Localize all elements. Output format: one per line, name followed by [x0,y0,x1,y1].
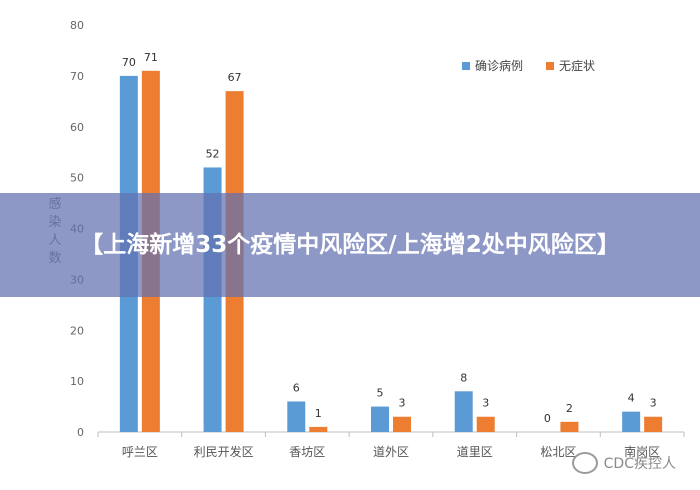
wechat-icon [571,452,598,474]
bar-香坊区-确诊病例 [287,401,306,432]
y-tick-label-10: 10 [70,375,84,388]
watermark-text: CDC疾控人 [603,456,676,472]
legend-label-确诊病例: 确诊病例 [475,58,523,73]
y-tick-label-70: 70 [70,70,84,83]
bar-道里区-无症状 [476,416,495,432]
x-tick-label-道外区: 道外区 [373,445,409,459]
data-label-道外区-无症状: 3 [399,397,406,410]
bar-南岗区-确诊病例 [622,411,641,432]
y-tick-label-80: 80 [70,19,84,32]
legend-swatch-无症状 [546,62,554,70]
data-label-道里区-无症状: 3 [482,397,489,410]
bar-南岗区-无症状 [644,416,663,432]
x-tick-label-道里区: 道里区 [457,445,493,459]
headline-text: 【上海新增33个疫情中风险区/上海增2处中风险区】 [80,232,620,258]
x-tick-label-利民开发区: 利民开发区 [194,444,254,459]
data-label-松北区-无症状: 2 [566,402,573,415]
data-label-道里区-确诊病例: 8 [460,371,467,384]
x-tick-label-南岗区: 南岗区 [624,444,660,459]
bar-道外区-确诊病例 [371,406,389,432]
y-tick-label-50: 50 [70,172,84,185]
bar-道外区-无症状 [393,416,411,432]
data-label-利民开发区-无症状: 67 [228,71,242,84]
data-label-南岗区-确诊病例: 4 [628,392,635,405]
bar-松北区-无症状 [560,421,579,432]
data-label-松北区-确诊病例: 0 [544,412,551,425]
data-label-香坊区-无症状: 1 [315,407,322,420]
data-label-呼兰区-无症状: 71 [144,51,158,64]
data-label-利民开发区-确诊病例: 52 [206,147,220,160]
bar-香坊区-无症状 [309,426,328,432]
x-tick-label-香坊区: 香坊区 [289,444,325,459]
x-tick-label-呼兰区: 呼兰区 [122,445,158,459]
data-label-道外区-确诊病例: 5 [377,387,384,400]
y-tick-label-0: 0 [77,426,84,439]
y-tick-label-60: 60 [70,121,84,134]
x-tick-label-松北区: 松北区 [540,445,576,459]
data-label-呼兰区-确诊病例: 70 [122,56,136,69]
watermark: CDC疾控人 [571,452,676,474]
bar-道里区-确诊病例 [454,391,473,432]
data-label-南岗区-无症状: 3 [650,397,657,410]
legend-label-无症状: 无症状 [559,58,595,73]
headline-banner: 【上海新增33个疫情中风险区/上海增2处中风险区】 [0,193,700,297]
y-tick-label-20: 20 [70,324,84,337]
legend-swatch-确诊病例 [462,62,470,70]
data-label-香坊区-确诊病例: 6 [293,381,300,394]
